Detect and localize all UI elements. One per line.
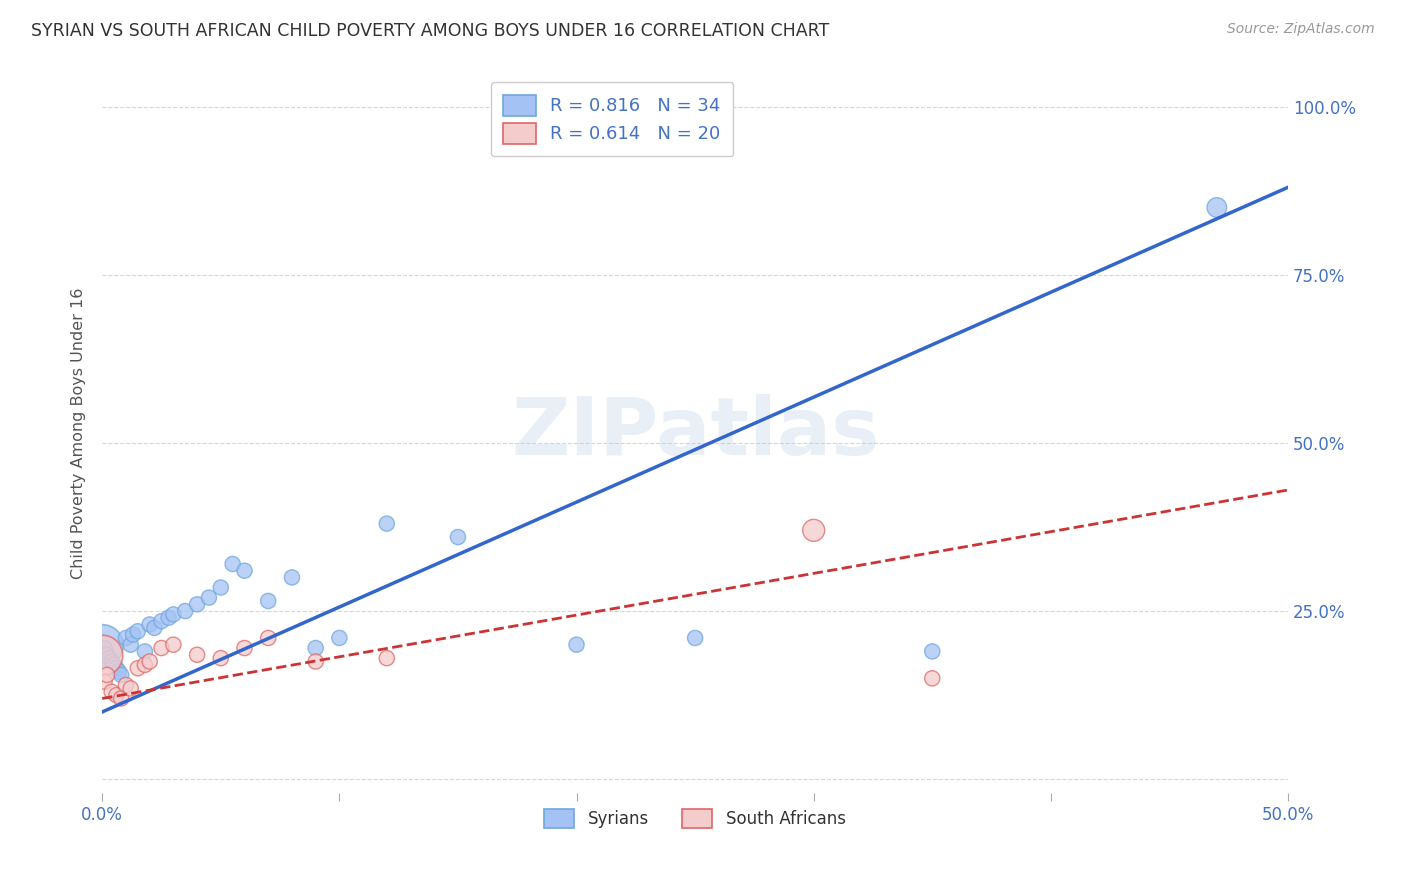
Point [375,651,398,665]
Point [233,564,256,578]
Point [115,678,138,692]
Point [257,631,280,645]
Point [105,661,128,675]
Point [91,638,114,652]
Point [127,624,149,639]
Point [174,604,197,618]
Point [150,641,173,656]
Point [100,685,122,699]
Legend: Syrians, South Africans: Syrians, South Africans [538,802,852,835]
Point [921,671,943,685]
Point [110,668,132,682]
Point [103,657,125,672]
Point [143,621,166,635]
Point [98,651,121,665]
Point [186,597,208,611]
Point [209,581,232,595]
Point [257,594,280,608]
Point [138,617,160,632]
Point [375,516,398,531]
Point [221,557,243,571]
Point [108,665,131,679]
Point [1205,201,1227,215]
Point [93,641,115,656]
Point [162,607,184,622]
Text: ZIPatlas: ZIPatlas [510,393,879,472]
Point [138,655,160,669]
Point [565,638,588,652]
Point [233,641,256,656]
Point [305,641,328,656]
Text: Source: ZipAtlas.com: Source: ZipAtlas.com [1227,22,1375,37]
Point [96,648,118,662]
Point [127,661,149,675]
Point [115,631,138,645]
Point [447,530,470,544]
Point [110,691,132,706]
Point [683,631,706,645]
Point [328,631,350,645]
Point [157,611,180,625]
Point [105,688,128,702]
Point [209,651,232,665]
Point [91,648,114,662]
Point [162,638,184,652]
Point [305,655,328,669]
Point [198,591,221,605]
Point [150,614,173,628]
Point [100,655,122,669]
Text: SYRIAN VS SOUTH AFRICAN CHILD POVERTY AMONG BOYS UNDER 16 CORRELATION CHART: SYRIAN VS SOUTH AFRICAN CHILD POVERTY AM… [31,22,830,40]
Point [134,657,156,672]
Point [122,627,145,641]
Point [120,638,142,652]
Point [96,668,118,682]
Point [134,644,156,658]
Point [93,674,115,689]
Y-axis label: Child Poverty Among Boys Under 16: Child Poverty Among Boys Under 16 [72,287,86,579]
Point [186,648,208,662]
Point [921,644,943,658]
Point [120,681,142,696]
Point [803,524,825,538]
Point [281,570,304,584]
